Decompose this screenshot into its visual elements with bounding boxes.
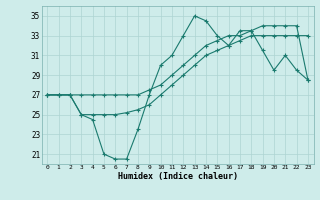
X-axis label: Humidex (Indice chaleur): Humidex (Indice chaleur): [118, 172, 237, 181]
